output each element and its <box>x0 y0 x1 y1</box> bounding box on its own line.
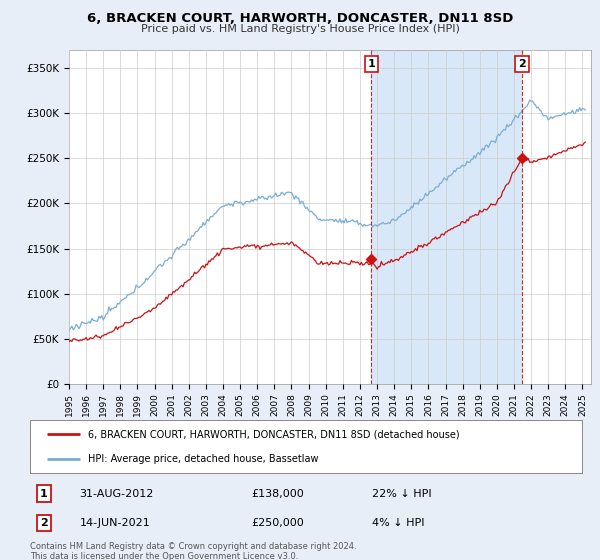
Text: HPI: Average price, detached house, Bassetlaw: HPI: Average price, detached house, Bass… <box>88 454 319 464</box>
Text: 2: 2 <box>40 518 47 528</box>
Text: 2: 2 <box>518 59 526 69</box>
Text: Price paid vs. HM Land Registry's House Price Index (HPI): Price paid vs. HM Land Registry's House … <box>140 24 460 34</box>
Text: 6, BRACKEN COURT, HARWORTH, DONCASTER, DN11 8SD: 6, BRACKEN COURT, HARWORTH, DONCASTER, D… <box>87 12 513 25</box>
Bar <box>371 50 522 384</box>
Text: £250,000: £250,000 <box>251 518 304 528</box>
Text: £138,000: £138,000 <box>251 488 304 498</box>
Text: 4% ↓ HPI: 4% ↓ HPI <box>372 518 425 528</box>
Text: 22% ↓ HPI: 22% ↓ HPI <box>372 488 432 498</box>
Text: 1: 1 <box>368 59 375 69</box>
Text: 1: 1 <box>40 488 47 498</box>
Text: 6, BRACKEN COURT, HARWORTH, DONCASTER, DN11 8SD (detached house): 6, BRACKEN COURT, HARWORTH, DONCASTER, D… <box>88 430 460 440</box>
Text: Contains HM Land Registry data © Crown copyright and database right 2024.
This d: Contains HM Land Registry data © Crown c… <box>30 542 356 560</box>
Text: 31-AUG-2012: 31-AUG-2012 <box>80 488 154 498</box>
Text: 14-JUN-2021: 14-JUN-2021 <box>80 518 151 528</box>
